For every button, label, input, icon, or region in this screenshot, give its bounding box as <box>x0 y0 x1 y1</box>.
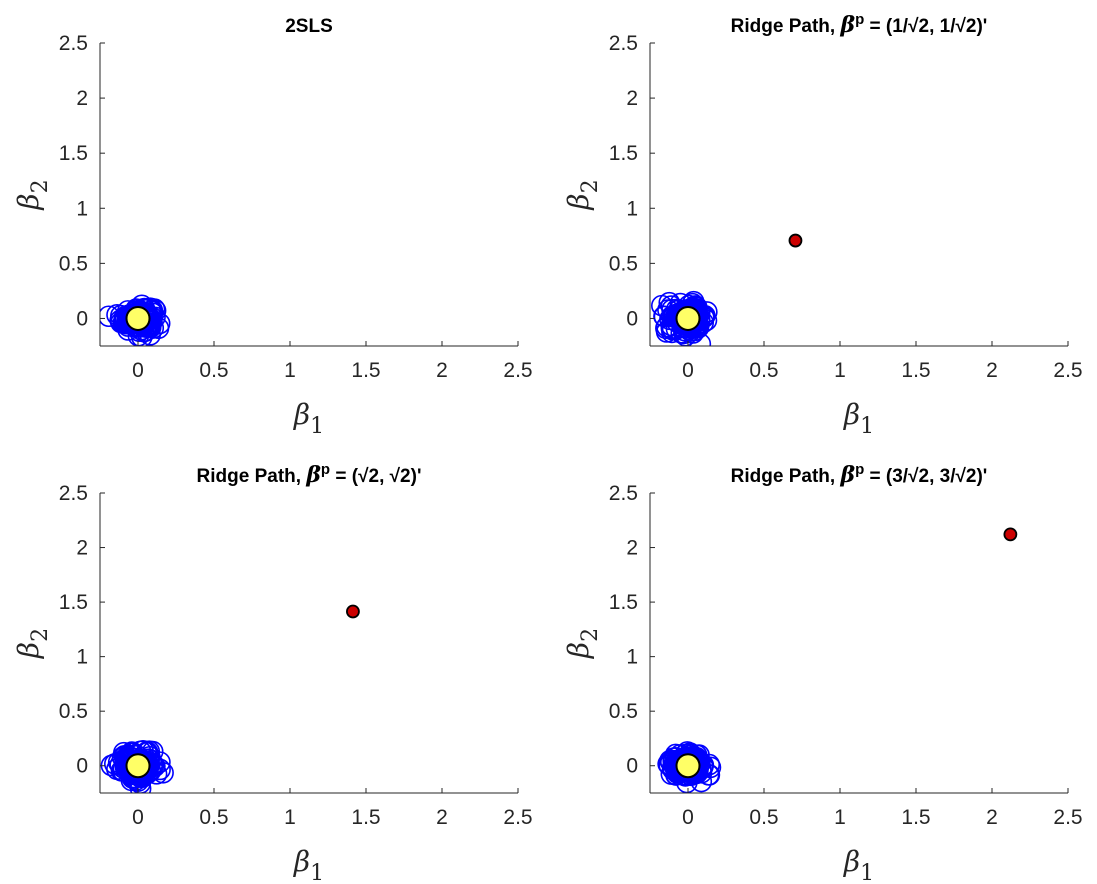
chart-title: Ridge Path, βp = (3/√2, 3/√2)' <box>731 461 988 488</box>
x-tick-label: 1.5 <box>901 359 930 382</box>
y-tick-label: 2 <box>626 87 638 110</box>
y-tick-label: 1.5 <box>59 142 88 165</box>
x-tick-label: 1 <box>284 806 296 829</box>
x-tick-label: 0 <box>132 806 144 829</box>
estimate-point <box>651 294 673 317</box>
x-tick-label: 1 <box>834 806 846 829</box>
true-value-marker <box>125 305 151 331</box>
true-value-marker <box>125 753 151 779</box>
x-axis-label: β1 <box>843 398 874 439</box>
y-tick-label: 2 <box>76 537 88 560</box>
true-value-marker <box>675 305 701 331</box>
ridge-target-marker <box>788 233 803 248</box>
plot-area <box>657 527 1018 793</box>
y-tick-label: 0 <box>76 755 88 778</box>
y-tick-label: 0 <box>626 307 638 330</box>
y-axis-label: β2 <box>562 628 603 659</box>
estimate-point <box>689 333 712 346</box>
y-axis-label: β2 <box>562 179 603 210</box>
panel-2: 0 0.5 1 1.5 2 2.5 0 0.5 1 1.5 2 2.5 β1 β2 Ridge Path, … <box>562 11 1083 439</box>
x-tick-label: 2 <box>986 806 998 829</box>
x-tick-label: 1.5 <box>901 806 930 829</box>
y-tick-label: 2.5 <box>609 32 638 55</box>
y-axis-label: β2 <box>12 628 53 659</box>
x-tick-label: 0 <box>132 359 144 382</box>
y-tick-label: 0.5 <box>59 700 88 723</box>
y-tick-label: 2.5 <box>59 32 88 55</box>
x-axis-label: β1 <box>293 398 324 439</box>
y-tick-label: 1.5 <box>59 591 88 614</box>
panel-1: 0 0.5 1 1.5 2 2.5 0 0.5 1 1.5 2 2.5 β1 β2 2SLS <box>12 16 533 439</box>
x-axis-label: β1 <box>843 845 874 884</box>
y-tick-label: 1 <box>76 197 88 220</box>
true-value-marker <box>675 753 701 779</box>
y-axis-label: β2 <box>12 179 53 210</box>
x-tick-label: 2 <box>986 359 998 382</box>
ridge-target-marker <box>1003 527 1018 542</box>
panel-3: 0 0.5 1 1.5 2 2.5 0 0.5 1 1.5 2 2.5 β1 β2 Ridge Path, … <box>12 461 533 884</box>
x-tick-label: 0.5 <box>199 359 228 382</box>
chart-title: 2SLS <box>285 16 333 37</box>
x-tick-label: 0.5 <box>749 359 778 382</box>
y-tick-label: 1.5 <box>609 142 638 165</box>
y-tick-label: 0.5 <box>609 252 638 275</box>
y-tick-label: 1 <box>626 197 638 220</box>
y-tick-label: 2.5 <box>59 482 88 505</box>
y-tick-label: 1.5 <box>609 591 638 614</box>
estimate-point <box>660 295 683 317</box>
x-tick-label: 2.5 <box>1053 359 1082 382</box>
x-tick-label: 0.5 <box>199 806 228 829</box>
y-tick-label: 2.5 <box>609 482 638 505</box>
chart-title: Ridge Path, βp = (1/√2, 1/√2)' <box>731 11 988 38</box>
x-tick-label: 1.5 <box>351 359 380 382</box>
x-tick-label: 0 <box>682 359 694 382</box>
y-tick-label: 0.5 <box>609 700 638 723</box>
y-tick-label: 1 <box>626 646 638 669</box>
ridge-target-marker <box>346 604 360 619</box>
x-tick-label: 2 <box>436 806 448 829</box>
y-tick-label: 2 <box>626 537 638 560</box>
y-tick-label: 2 <box>76 87 88 110</box>
x-tick-label: 1 <box>834 359 846 382</box>
x-tick-label: 2.5 <box>503 806 532 829</box>
x-axis-label: β1 <box>293 845 324 884</box>
x-tick-label: 0 <box>682 806 694 829</box>
x-tick-label: 2.5 <box>503 359 532 382</box>
chart-title: Ridge Path, βp = (√2, √2)' <box>197 461 422 488</box>
x-tick-label: 0.5 <box>749 806 778 829</box>
x-tick-label: 1 <box>284 359 296 382</box>
y-tick-label: 0.5 <box>59 252 88 275</box>
panel-4: 0 0.5 1 1.5 2 2.5 0 0.5 1 1.5 2 2.5 β1 β2 Ridge Path, … <box>562 461 1083 884</box>
x-tick-label: 2.5 <box>1053 806 1082 829</box>
x-tick-label: 1.5 <box>351 806 380 829</box>
y-tick-label: 1 <box>76 646 88 669</box>
y-tick-label: 0 <box>626 755 638 778</box>
y-tick-label: 0 <box>76 307 88 330</box>
x-tick-label: 2 <box>436 359 448 382</box>
plot-area <box>100 294 171 346</box>
plot-area <box>100 604 360 793</box>
plot-area <box>651 233 803 346</box>
